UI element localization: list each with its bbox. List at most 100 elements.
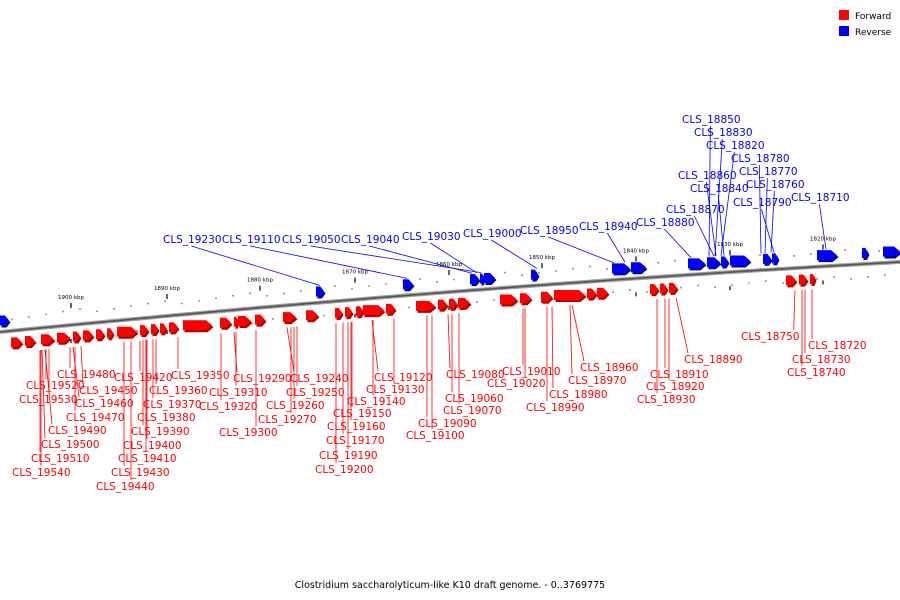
forward-gene-arrow: [458, 297, 470, 308]
gene-label-cls-19080: CLS_19080: [446, 369, 505, 381]
callout-line-cls-19490: [44, 349, 53, 425]
forward-gene-arrow: [220, 317, 231, 328]
gene-label-cls-19360: CLS_19360: [149, 385, 208, 397]
gene-label-cls-18750: CLS_18750: [741, 331, 800, 343]
gene-label-cls-19400: CLS_19400: [123, 440, 182, 452]
forward-gene-arrow: [810, 274, 815, 285]
callout-line-cls-18980: [551, 306, 554, 389]
legend-forward-swatch: [839, 10, 849, 20]
forward-gene-arrow: [345, 307, 352, 318]
gene-label-cls-19200: CLS_19200: [315, 464, 374, 476]
gene-label-cls-18910: CLS_18910: [650, 369, 709, 381]
forward-gene-arrow: [238, 316, 251, 327]
callout-line-cls-19230: [191, 245, 321, 286]
gene-label-cls-19480: CLS_19480: [57, 369, 116, 381]
gene-label-cls-19090: CLS_19090: [418, 418, 477, 430]
reverse-gene-arrow: [883, 246, 900, 257]
kbp-label: 1900 kbp: [58, 295, 84, 301]
gene-label-cls-19470: CLS_19470: [66, 412, 125, 424]
kbp-label: 1850 kbp: [529, 255, 555, 261]
gene-label-cls-18950: CLS_18950: [520, 225, 579, 237]
callout-line-cls-18940: [607, 232, 626, 263]
callout-line-cls-18880: [664, 228, 692, 258]
gene-label-cls-18720: CLS_18720: [808, 340, 867, 352]
forward-gene-arrow: [306, 310, 318, 321]
forward-gene-arrow: [650, 284, 658, 295]
callout-line-cls-18970: [569, 305, 573, 375]
callout-line-cls-19050: [310, 245, 482, 274]
callout-line-cls-18760: [770, 190, 775, 253]
forward-gene-arrow: [363, 305, 384, 316]
forward-gene-arrow: [183, 320, 212, 331]
gene-label-cls-19010: CLS_19010: [502, 366, 561, 378]
forward-gene-arrow: [83, 330, 93, 341]
gene-label-cls-19290: CLS_19290: [233, 373, 292, 385]
reverse-gene-arrow: [480, 273, 484, 284]
reverse-gene-arrow: [631, 262, 646, 273]
forward-gene-arrow: [416, 300, 435, 311]
forward-gene-arrow: [386, 303, 395, 314]
figure-caption: Clostridium saccharolyticum-like K10 dra…: [295, 580, 605, 591]
reverse-gene-arrow: [772, 253, 778, 264]
gene-label-cls-19440: CLS_19440: [96, 481, 155, 493]
gene-label-cls-19050: CLS_19050: [282, 234, 341, 246]
gene-label-cls-19300: CLS_19300: [219, 427, 278, 439]
callout-line-cls-18790: [760, 208, 775, 253]
callout-line-cls-18950: [548, 236, 615, 264]
forward-gene-arrow: [107, 328, 113, 339]
forward-gene-arrow: [520, 293, 531, 304]
callout-line-cls-19500: [41, 349, 46, 439]
forward-gene-arrow: [57, 332, 70, 343]
forward-gene-arrow: [11, 337, 22, 348]
gene-label-cls-19110: CLS_19110: [222, 234, 281, 246]
gene-label-cls-19450: CLS_19450: [79, 385, 138, 397]
reverse-gene-arrow: [531, 269, 538, 280]
callout-line-cls-19460: [72, 346, 80, 398]
callout-line-cls-19000: [491, 239, 538, 269]
gene-label-cls-19410: CLS_19410: [118, 453, 177, 465]
gene-label-cls-19170: CLS_19170: [326, 435, 385, 447]
forward-gene-arrow: [151, 324, 158, 335]
gene-label-cls-19260: CLS_19260: [266, 400, 325, 412]
reverse-gene-arrow: [688, 258, 705, 269]
gene-label-cls-19160: CLS_19160: [327, 421, 386, 433]
gene-label-cls-18830: CLS_18830: [694, 127, 753, 139]
kbp-label: 1880 kbp: [247, 278, 273, 284]
callout-line-cls-18770: [764, 177, 768, 253]
gene-label-cls-19500: CLS_19500: [41, 439, 100, 451]
reverse-gene-arrow: [484, 272, 495, 283]
gene-label-cls-18960: CLS_18960: [580, 362, 639, 374]
callout-line-cls-18860: [705, 181, 717, 257]
gene-label-cls-18980: CLS_18980: [549, 389, 608, 401]
forward-gene-arrow: [255, 314, 265, 325]
gene-label-cls-18850: CLS_18850: [682, 114, 741, 126]
forward-gene-arrow: [335, 307, 342, 318]
gene-label-cls-18760: CLS_18760: [746, 179, 805, 191]
reverse-gene-arrow: [0, 315, 9, 326]
gene-label-cls-19370: CLS_19370: [143, 399, 202, 411]
kbp-label: 1870 kbp: [342, 270, 368, 276]
kbp-label: 1890 kbp: [154, 286, 180, 292]
gene-label-cls-19530: CLS_19530: [19, 394, 78, 406]
gene-label-cls-18920: CLS_18920: [646, 381, 705, 393]
kbp-label: 1860 kbp: [436, 262, 462, 268]
callout-line-cls-19240: [286, 327, 295, 373]
legend: Forward Reverse: [839, 10, 892, 38]
gene-label-cls-19540: CLS_19540: [12, 467, 71, 479]
gene-label-cls-19030: CLS_19030: [402, 231, 461, 243]
gene-label-cls-19100: CLS_19100: [406, 430, 465, 442]
gene-label-cls-19000: CLS_19000: [463, 228, 522, 240]
kbp-label: 1820 kbp: [810, 236, 836, 242]
kbp-label: 1830 kbp: [717, 242, 743, 248]
forward-gene-arrow: [140, 325, 148, 336]
gene-label-cls-19040: CLS_19040: [341, 234, 400, 246]
forward-gene-arrow: [25, 336, 35, 347]
forward-gene-arrow: [73, 331, 80, 342]
reverse-gene-arrow: [721, 256, 728, 267]
reverse-gene-arrow: [316, 286, 324, 297]
gene-label-cls-19350: CLS_19350: [171, 370, 230, 382]
callout-line-cls-18960: [571, 304, 585, 362]
gene-label-cls-18970: CLS_18970: [568, 375, 627, 387]
backbone-line: [0, 261, 900, 333]
reverse-gene-arrow: [763, 253, 771, 264]
